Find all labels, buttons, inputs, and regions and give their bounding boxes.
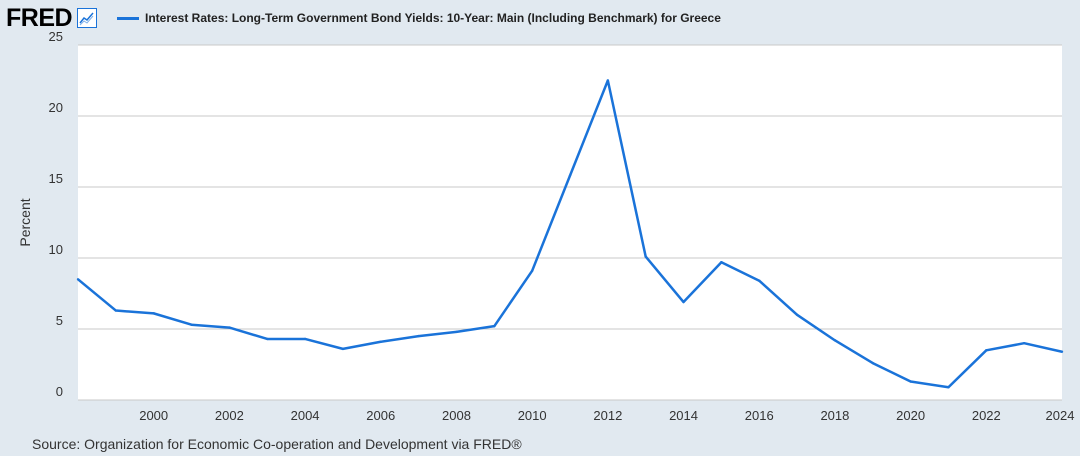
data-point[interactable] xyxy=(228,326,231,329)
x-tick-label: 2008 xyxy=(442,408,471,423)
y-tick-label: 5 xyxy=(56,313,63,328)
data-point[interactable] xyxy=(985,349,988,352)
fred-logo[interactable]: FRED xyxy=(6,3,73,32)
x-tick-label: 2018 xyxy=(820,408,849,423)
y-tick-label: 10 xyxy=(49,242,63,257)
x-tick-label: 2020 xyxy=(896,408,925,423)
data-point[interactable] xyxy=(909,380,912,383)
data-point[interactable] xyxy=(1022,342,1026,345)
data-point[interactable] xyxy=(114,309,118,312)
data-point[interactable] xyxy=(568,174,572,177)
legend-label: Interest Rates: Long-Term Government Bon… xyxy=(145,11,721,25)
data-point[interactable] xyxy=(76,278,80,281)
x-tick-label: 2000 xyxy=(139,408,168,423)
source-note: Source: Organization for Economic Co-ope… xyxy=(32,436,522,452)
trend-chart-icon xyxy=(77,8,98,28)
x-tick-label: 2010 xyxy=(518,408,547,423)
data-point[interactable] xyxy=(644,255,647,258)
x-tick-label: 2014 xyxy=(669,408,698,423)
data-point[interactable] xyxy=(266,337,269,341)
y-tick-label: 20 xyxy=(49,100,63,115)
data-point[interactable] xyxy=(152,312,155,315)
y-axis-title: Percent xyxy=(17,198,33,246)
data-point[interactable] xyxy=(1060,350,1064,353)
data-point[interactable] xyxy=(682,300,685,304)
data-point[interactable] xyxy=(833,339,837,342)
data-point[interactable] xyxy=(530,269,534,272)
series-layer xyxy=(76,79,1064,389)
x-tick-label: 2012 xyxy=(593,408,622,423)
data-point[interactable] xyxy=(493,324,496,328)
data-point[interactable] xyxy=(947,386,950,389)
x-tick-label: 2002 xyxy=(215,408,244,423)
data-point[interactable] xyxy=(871,361,874,365)
y-tick-label: 25 xyxy=(49,29,63,44)
data-point[interactable] xyxy=(417,334,420,338)
x-tick-label: 2022 xyxy=(972,408,1001,423)
data-point[interactable] xyxy=(379,340,382,343)
gridlines xyxy=(78,44,1062,401)
data-point[interactable] xyxy=(455,330,458,334)
data-point[interactable] xyxy=(190,323,193,326)
x-tick-label: 2006 xyxy=(366,408,395,423)
data-point[interactable] xyxy=(341,347,345,351)
x-tick-label: 2016 xyxy=(745,408,774,423)
x-tick-label: 2004 xyxy=(291,408,320,423)
legend-swatch xyxy=(117,16,139,20)
header: FRED xyxy=(6,3,98,32)
y-axis-ticks: 0 5 10 15 20 25 xyxy=(49,29,63,399)
y-tick-label: 0 xyxy=(56,384,63,399)
y-tick-label: 15 xyxy=(49,171,63,186)
data-point[interactable] xyxy=(795,313,799,316)
data-point[interactable] xyxy=(720,261,723,264)
chart-legend: Interest Rates: Long-Term Government Bon… xyxy=(117,9,721,27)
data-point[interactable] xyxy=(758,279,761,282)
x-axis-ticks: 2000 2002 2004 2006 2008 2010 2012 2014 2016 2018… xyxy=(139,408,1074,423)
plot-area xyxy=(78,45,1062,400)
data-point[interactable] xyxy=(606,79,610,82)
data-point[interactable] xyxy=(303,337,307,341)
x-tick-label: 2024 xyxy=(1046,408,1075,423)
